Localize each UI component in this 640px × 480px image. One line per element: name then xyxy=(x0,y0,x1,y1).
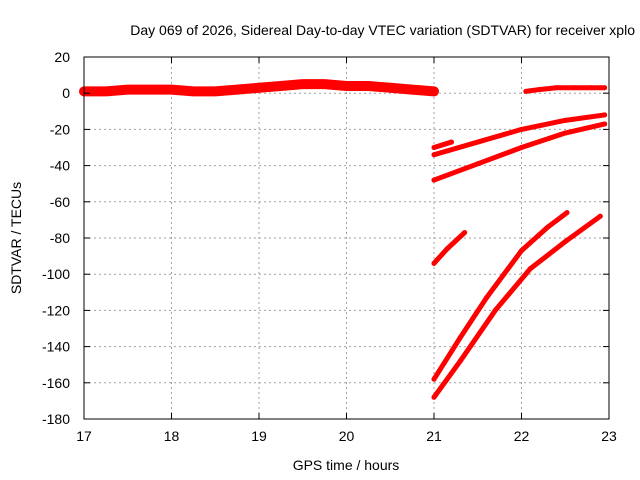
series-1-point xyxy=(255,83,263,92)
series-2-point xyxy=(602,85,608,91)
series-1-point xyxy=(364,81,373,90)
series-3-path xyxy=(431,139,454,150)
series-1-point xyxy=(320,80,329,89)
series-1-point xyxy=(276,81,285,90)
series-4-point xyxy=(431,152,437,158)
series-1-point xyxy=(167,85,176,94)
series-3-point xyxy=(449,139,454,145)
series-2-point xyxy=(554,85,559,91)
x-tick-label: 18 xyxy=(164,428,180,444)
series-7-point xyxy=(545,224,551,230)
series-6-point xyxy=(444,246,450,252)
series-1-point xyxy=(211,87,220,96)
x-axis-title: GPS time / hours xyxy=(293,457,400,473)
y-tick-label: -80 xyxy=(50,230,70,246)
series-1-point xyxy=(189,87,198,96)
series-4-point xyxy=(475,139,481,145)
series-8-point xyxy=(527,266,533,272)
series-4-point xyxy=(602,112,608,118)
series-5-point xyxy=(519,145,524,150)
series-8-point xyxy=(492,307,498,313)
series-7-point xyxy=(519,248,524,254)
series-3-point xyxy=(431,145,437,150)
y-tick-label: 20 xyxy=(54,49,70,65)
series-5-point xyxy=(602,121,608,127)
series-5-point xyxy=(475,161,481,167)
series-7-point xyxy=(431,376,437,382)
series-1-point xyxy=(386,83,395,92)
series-1-point xyxy=(342,81,351,90)
series-1-point xyxy=(145,85,154,94)
x-tick-label: 17 xyxy=(76,428,92,444)
series-7-path xyxy=(431,210,570,382)
series-1-point xyxy=(408,85,417,94)
tick-layer: 17 18 19 20 21 22 23 -180 -160 -140 -120 -100 -80 -60… xyxy=(42,49,617,444)
series-2-point xyxy=(589,85,594,91)
y-tick-label: -100 xyxy=(42,266,70,282)
series-8-path xyxy=(431,213,603,400)
series-8-point xyxy=(562,239,568,245)
series-8-point xyxy=(457,358,463,364)
x-tick-label: 19 xyxy=(251,428,267,444)
y-tick-label: -180 xyxy=(42,411,70,427)
series-1-point xyxy=(430,87,438,96)
plot-frame xyxy=(83,56,610,420)
x-tick-label: 22 xyxy=(514,428,530,444)
series-8-point xyxy=(431,394,437,400)
series-1-point xyxy=(233,85,242,94)
y-axis-title: SDTVAR / TECUs xyxy=(8,182,24,294)
y-tick-label: -160 xyxy=(42,375,70,391)
series-4-point xyxy=(562,117,568,123)
y-tick-label: -120 xyxy=(42,302,70,318)
x-tick-label: 21 xyxy=(426,428,442,444)
series-6-point xyxy=(431,260,437,266)
series-8-point xyxy=(597,213,603,219)
y-tick-label: -40 xyxy=(50,158,70,174)
y-tick-label: -140 xyxy=(42,339,70,355)
x-tick-label: 20 xyxy=(339,428,355,444)
series-2-point xyxy=(571,85,577,91)
series-1-point xyxy=(123,85,132,94)
y-tick-label: -60 xyxy=(50,194,70,210)
series-5-point xyxy=(562,130,568,136)
grid xyxy=(84,57,609,419)
chart-title: Day 069 of 2026, Sidereal Day-to-day VTE… xyxy=(130,22,635,38)
series-layer xyxy=(79,79,608,400)
series-6-point xyxy=(462,230,468,236)
series-1-point xyxy=(298,80,307,89)
series-1-point xyxy=(101,87,110,96)
series-7-point xyxy=(484,295,489,301)
series-7-point xyxy=(457,335,463,341)
series-5-point xyxy=(431,177,437,183)
x-tick-label: 23 xyxy=(601,428,617,444)
y-tick-label: 0 xyxy=(62,85,70,101)
series-2-point xyxy=(536,87,542,93)
y-tick-label: -20 xyxy=(50,121,70,137)
series-7-point xyxy=(564,210,570,216)
series-2-point xyxy=(523,88,529,94)
series-4-point xyxy=(519,126,524,132)
